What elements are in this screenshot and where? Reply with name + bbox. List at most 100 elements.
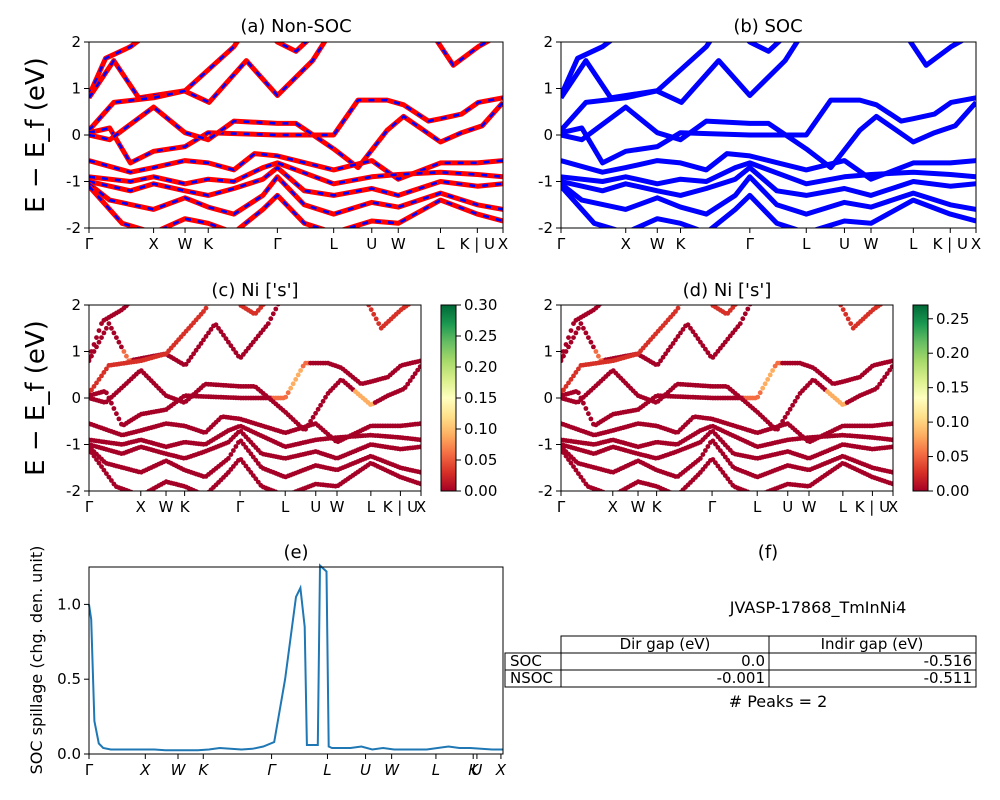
projection-point <box>268 316 274 322</box>
projection-point <box>586 411 591 417</box>
projection-point <box>216 325 221 331</box>
colorbar-tick-label: 0.30 <box>464 296 497 314</box>
projection-point <box>878 305 883 307</box>
projection-point <box>412 371 418 376</box>
projection-point <box>417 444 421 450</box>
projection-point <box>563 384 569 389</box>
y-tick-label: -2 <box>66 482 81 500</box>
projection-point <box>568 377 574 382</box>
projection-point <box>288 491 293 496</box>
projection-point <box>99 335 104 340</box>
projection-point <box>310 414 316 420</box>
colorbar-tick-label: 0.00 <box>936 482 969 500</box>
band-line <box>89 42 239 132</box>
projection-point <box>104 390 109 396</box>
table-cell: -0.511 <box>924 669 972 687</box>
kpoint-label: Γ <box>557 498 566 516</box>
projection-point <box>757 390 763 396</box>
panel-c-colorbar-ticks: 0.00 0.05 0.10 0.15 0.20 0.25 0.30 <box>456 296 497 500</box>
projection-point <box>293 377 299 382</box>
kpoint-label: K | U <box>933 235 968 253</box>
band-line <box>561 100 976 171</box>
kpoint-label: X <box>888 498 898 516</box>
projection-point <box>737 321 743 326</box>
kpoint-label: K <box>198 761 209 779</box>
kpoint-label: W <box>864 235 879 253</box>
table-header-indir-gap: Indir gap (eV) <box>821 635 924 653</box>
projection-point <box>226 339 231 345</box>
projection-point <box>191 351 197 357</box>
material-name: JVASP-17868_TmInNi4 <box>729 598 907 618</box>
kpoint-label: W <box>391 235 406 253</box>
y-tick-label: 2 <box>543 296 553 314</box>
kpoint-label: L <box>281 498 290 516</box>
projection-point <box>193 347 199 353</box>
band-line <box>89 95 503 166</box>
panel-c-colorbar <box>440 304 457 492</box>
band-line <box>746 42 783 54</box>
projection-point <box>845 316 851 322</box>
projection-point <box>581 478 586 483</box>
kpoint-label: K <box>203 235 214 253</box>
kpoint-label: Γ <box>85 235 94 253</box>
projection-point <box>290 381 296 387</box>
projection-point <box>785 410 790 416</box>
y-tick-label: -1 <box>538 173 553 191</box>
colorbar-tick-label: 0.00 <box>464 482 497 500</box>
projection-point <box>745 489 751 491</box>
projection-point <box>583 406 589 411</box>
projection-point <box>581 325 586 331</box>
band-line <box>275 42 308 53</box>
peaks-count: # Peaks = 2 <box>729 692 828 711</box>
projection-point <box>787 406 793 412</box>
kpoint-label: X <box>498 235 508 253</box>
colorbar-tick-label: 0.15 <box>464 389 497 407</box>
table-header-dir-gap: Dir gap (eV) <box>620 635 711 653</box>
projection-point <box>566 335 571 340</box>
projection-point <box>561 387 566 393</box>
kpoint-label: L <box>323 761 331 779</box>
projection-point <box>323 394 328 400</box>
projection-point <box>563 349 569 354</box>
projection-point <box>89 358 92 364</box>
y-tick-label: 2 <box>71 33 81 51</box>
y-tick-label: 0.5 <box>57 670 81 688</box>
projection-point <box>700 343 706 349</box>
colorbar-tick-label: 0.10 <box>936 413 969 431</box>
kpoint-label: W <box>178 235 193 253</box>
projection-point <box>889 437 893 443</box>
projection-point <box>889 364 893 369</box>
panel-b-title: (b) SOC <box>733 16 802 37</box>
projection-point <box>782 414 788 420</box>
projection-point <box>713 441 718 447</box>
projection-point <box>89 450 94 455</box>
projection-point <box>318 402 323 408</box>
projection-point <box>288 385 294 391</box>
y-tick-label: 1.0 <box>57 595 81 613</box>
band-line <box>89 101 503 169</box>
projection-point <box>417 421 421 427</box>
projection-point <box>286 492 291 497</box>
projection-point <box>201 337 206 343</box>
kpoint-label: K <box>652 498 663 516</box>
band-line <box>561 151 976 182</box>
projection-point <box>109 400 114 406</box>
projection-point <box>725 476 731 482</box>
kpoint-label: K | U <box>383 498 418 516</box>
band-line <box>89 42 241 132</box>
projection-point <box>203 334 209 339</box>
kpoint-label: W <box>650 235 665 253</box>
projection-point <box>874 385 880 390</box>
projection-point <box>700 452 706 457</box>
projection-point <box>596 305 601 309</box>
projection-point <box>285 390 291 396</box>
panel-c-title: (c) Ni ['s'] <box>211 280 298 301</box>
kpoint-label: L <box>839 498 848 516</box>
projection-point <box>883 299 888 304</box>
projection-point <box>673 493 678 498</box>
projection-point <box>838 305 844 308</box>
projection-point <box>371 311 377 317</box>
y-tick-label: -2 <box>66 219 81 237</box>
kpoint-label: U <box>360 761 371 779</box>
